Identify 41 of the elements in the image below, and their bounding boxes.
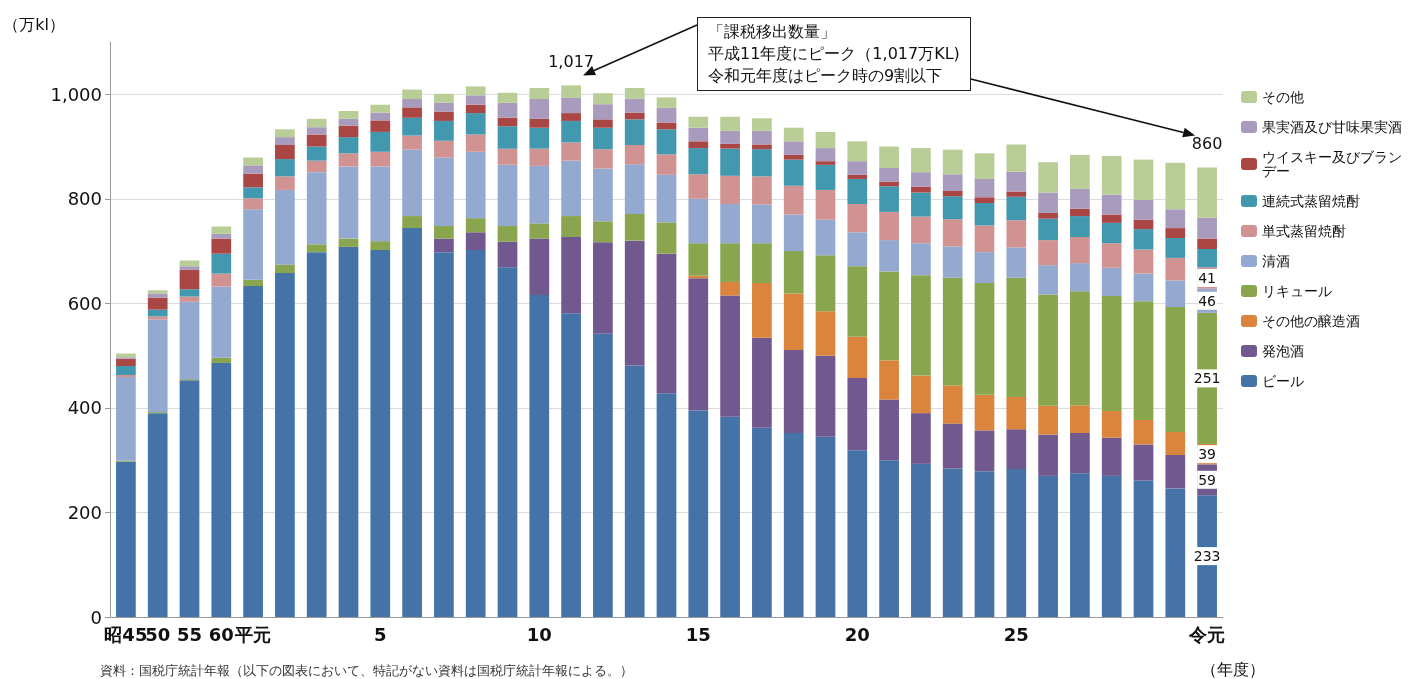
x-tick-label: 5 [374,623,387,645]
y-tick-label: 800 [67,188,102,210]
legend-label: リキュール [1262,283,1332,299]
data-label: 233 [1193,548,1221,565]
legend-label: その他の醸造酒 [1262,313,1360,329]
y-tick-label: 400 [67,397,102,419]
y-tick-label: 600 [67,292,102,314]
y-tick-label: 0 [90,606,102,628]
y-axis-title: （万kl） [3,14,65,34]
legend-label: 発泡酒 [1262,343,1304,359]
x-tick-label: 15 [685,623,711,645]
x-tick-label: 60 [208,623,234,645]
data-label: 59 [1198,471,1217,488]
x-tick-label: 平元 [234,623,272,645]
legend-label: 果実酒及び甘味果実酒 [1262,119,1402,135]
data-label: 46 [1198,292,1217,309]
data-label: 251 [1193,370,1221,387]
legend-label: その他 [1262,89,1304,105]
text: 「課税移出数量」 [708,21,837,43]
x-tick-label: 25 [1003,623,1029,645]
x-tick-label: 昭45 [104,623,148,645]
annotation: 令和元年度はピーク時の9割以下 [708,65,944,87]
y-tick-label: 200 [67,501,102,523]
legend-label: 単式蒸留焼酎 [1262,223,1346,239]
total-label: 1,017 [548,51,595,71]
legend-label: 連続式蒸留焼酎 [1262,193,1360,209]
x-tick-label: 50 [145,623,171,645]
legend-label: 清酒 [1262,253,1290,269]
total-label: 860 [1191,133,1223,153]
x-tick-label: 令元 [1188,623,1226,645]
y-tick-label: 1,000 [50,83,102,105]
legend-label: ビール [1262,373,1304,389]
legend-label: ウイスキー及びブランデー [1262,149,1402,179]
data-label: 41 [1198,270,1217,287]
x-tick-label: 55 [176,623,203,645]
x-tick-label: 10 [526,623,552,645]
x-axis-title: （年度） [1201,659,1265,679]
data-label: 39 [1198,446,1217,463]
text: 資料：国税庁統計年報（以下の図表において、特記がない資料は国税庁統計年報による。） [100,663,633,678]
x-tick-label: 20 [844,623,870,645]
annotation: 平成11年度にピーク（1,017万KL) [708,43,960,65]
